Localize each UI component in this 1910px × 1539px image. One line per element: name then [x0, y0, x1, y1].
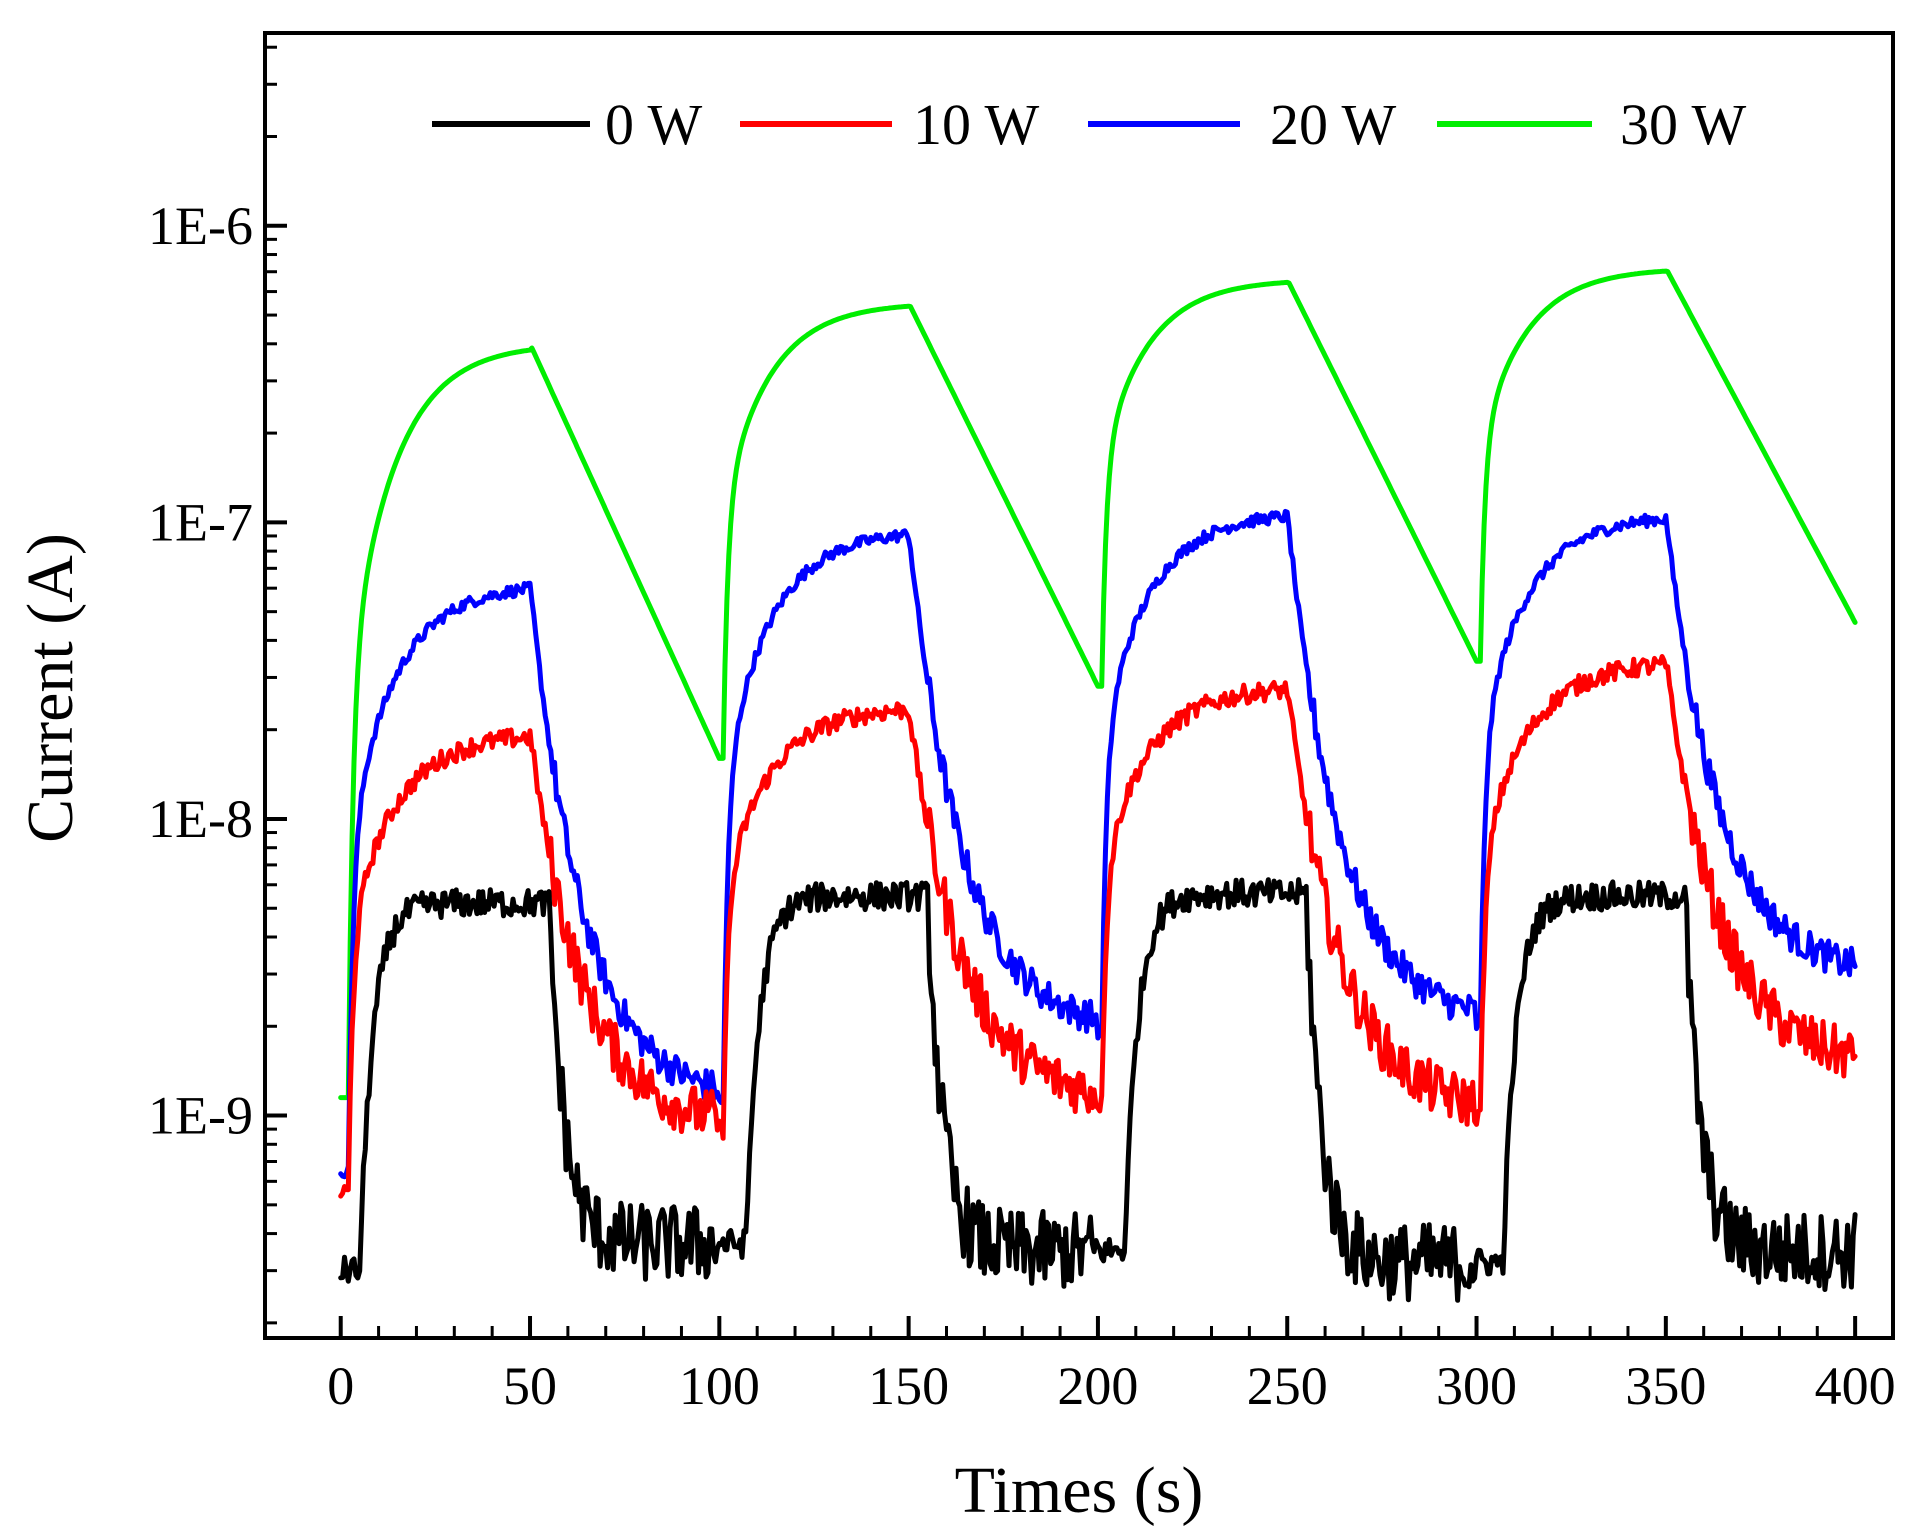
legend: 0 W 10 W 20 W 30 W [432, 92, 1746, 157]
series-line-10w [338, 654, 1858, 1199]
x-axis-title: Times (s) [955, 1454, 1204, 1527]
ticks-layer: 0 50 100 150 200 250 300 350 400 1E-9 1E-8 1E-7 1E-6 [148, 45, 1896, 1416]
y-tick-label: 1E-6 [148, 196, 253, 256]
legend-label-3: 30 W [1620, 92, 1746, 157]
series-layer [338, 268, 1858, 1303]
series-line-30w [338, 268, 1858, 1101]
legend-label-0: 0 W [605, 92, 702, 157]
x-tick-label: 200 [1057, 1356, 1138, 1416]
y-tick-label: 1E-9 [148, 1086, 253, 1146]
plot-frame [263, 31, 1895, 1340]
y-axis-title: Current (A) [14, 533, 87, 843]
x-tick-label: 400 [1815, 1356, 1896, 1416]
legend-label-2: 20 W [1270, 92, 1396, 157]
legend-label-1: 10 W [913, 92, 1039, 157]
series-line-0w [338, 877, 1858, 1303]
x-tick-label: 150 [868, 1356, 949, 1416]
x-tick-label: 100 [679, 1356, 760, 1416]
x-tick-label: 0 [327, 1356, 354, 1416]
x-tick-label: 50 [503, 1356, 557, 1416]
x-tick-label: 300 [1436, 1356, 1517, 1416]
y-tick-label: 1E-7 [148, 492, 253, 552]
series-line-20w [338, 508, 1858, 1180]
x-tick-label: 350 [1625, 1356, 1706, 1416]
x-tick-label: 250 [1247, 1356, 1328, 1416]
y-tick-label: 1E-8 [148, 789, 253, 849]
